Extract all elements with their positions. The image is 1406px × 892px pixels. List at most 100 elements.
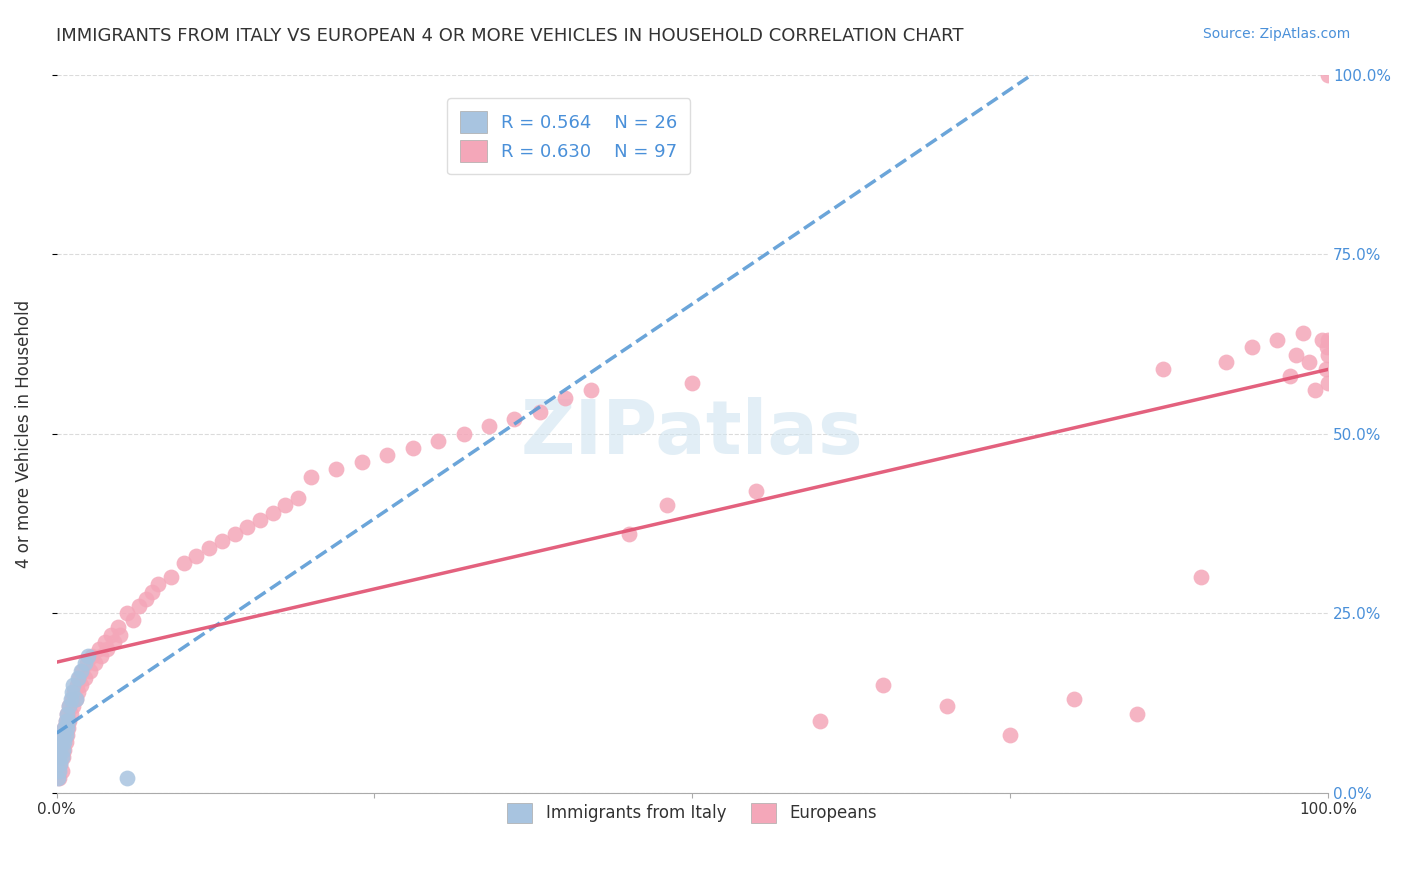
Point — [55, 714, 77, 728]
Point — [128, 599, 150, 613]
Point — [249, 513, 271, 527]
Point — [46, 772, 69, 786]
Point — [53, 721, 76, 735]
Point — [141, 584, 163, 599]
Point — [76, 657, 98, 671]
Point — [51, 735, 73, 749]
Point — [122, 613, 145, 627]
Point — [186, 549, 208, 563]
Point — [55, 735, 77, 749]
Point — [427, 434, 450, 448]
Point — [107, 620, 129, 634]
Point — [103, 635, 125, 649]
Point — [58, 699, 80, 714]
Point — [1265, 333, 1288, 347]
Point — [1292, 326, 1315, 340]
Point — [82, 649, 104, 664]
Point — [51, 764, 73, 778]
Point — [1317, 333, 1340, 347]
Point — [49, 756, 72, 771]
Point — [83, 657, 105, 671]
Y-axis label: 4 or more Vehicles in Household: 4 or more Vehicles in Household — [15, 300, 32, 567]
Point — [53, 742, 76, 756]
Point — [87, 642, 110, 657]
Point — [53, 721, 76, 735]
Point — [1278, 369, 1301, 384]
Point — [375, 448, 398, 462]
Point — [56, 721, 79, 735]
Point — [655, 499, 678, 513]
Point — [198, 541, 221, 556]
Point — [60, 692, 83, 706]
Point — [872, 678, 894, 692]
Point — [59, 706, 82, 721]
Point — [73, 671, 96, 685]
Point — [69, 671, 91, 685]
Point — [299, 469, 322, 483]
Point — [478, 419, 501, 434]
Point — [554, 391, 576, 405]
Point — [148, 577, 170, 591]
Text: Source: ZipAtlas.com: Source: ZipAtlas.com — [1202, 27, 1350, 41]
Point — [52, 749, 75, 764]
Point — [60, 685, 83, 699]
Point — [77, 649, 100, 664]
Point — [1317, 376, 1340, 391]
Point — [262, 506, 284, 520]
Point — [62, 699, 84, 714]
Point — [1317, 68, 1340, 82]
Point — [1285, 348, 1308, 362]
Point — [70, 664, 93, 678]
Point — [46, 764, 69, 778]
Point — [1063, 692, 1085, 706]
Point — [453, 426, 475, 441]
Point — [67, 685, 90, 699]
Point — [115, 772, 138, 786]
Point — [274, 499, 297, 513]
Point — [1298, 355, 1320, 369]
Point — [51, 749, 73, 764]
Point — [63, 685, 86, 699]
Point — [1316, 340, 1339, 354]
Point — [48, 749, 70, 764]
Point — [135, 591, 157, 606]
Point — [173, 556, 195, 570]
Point — [59, 692, 82, 706]
Text: ZIPatlas: ZIPatlas — [522, 397, 863, 470]
Point — [58, 699, 80, 714]
Point — [49, 756, 72, 771]
Point — [236, 520, 259, 534]
Point — [224, 527, 246, 541]
Point — [55, 721, 77, 735]
Point — [69, 664, 91, 678]
Point — [55, 728, 77, 742]
Point — [51, 735, 73, 749]
Point — [1000, 728, 1022, 742]
Point — [1305, 384, 1327, 398]
Point — [287, 491, 309, 506]
Point — [503, 412, 526, 426]
Point — [350, 455, 373, 469]
Point — [808, 714, 831, 728]
Point — [48, 749, 70, 764]
Point — [94, 635, 117, 649]
Point — [1315, 362, 1337, 376]
Point — [745, 483, 768, 498]
Point — [53, 735, 76, 749]
Point — [617, 527, 640, 541]
Point — [1215, 355, 1237, 369]
Point — [935, 699, 957, 714]
Point — [681, 376, 703, 391]
Point — [62, 678, 84, 692]
Point — [67, 671, 90, 685]
Point — [49, 742, 72, 756]
Text: IMMIGRANTS FROM ITALY VS EUROPEAN 4 OR MORE VEHICLES IN HOUSEHOLD CORRELATION CH: IMMIGRANTS FROM ITALY VS EUROPEAN 4 OR M… — [56, 27, 963, 45]
Point — [52, 742, 75, 756]
Point — [49, 742, 72, 756]
Point — [69, 678, 91, 692]
Point — [96, 642, 118, 657]
Point — [529, 405, 551, 419]
Point — [1189, 570, 1212, 584]
Point — [1152, 362, 1174, 376]
Point — [108, 628, 131, 642]
